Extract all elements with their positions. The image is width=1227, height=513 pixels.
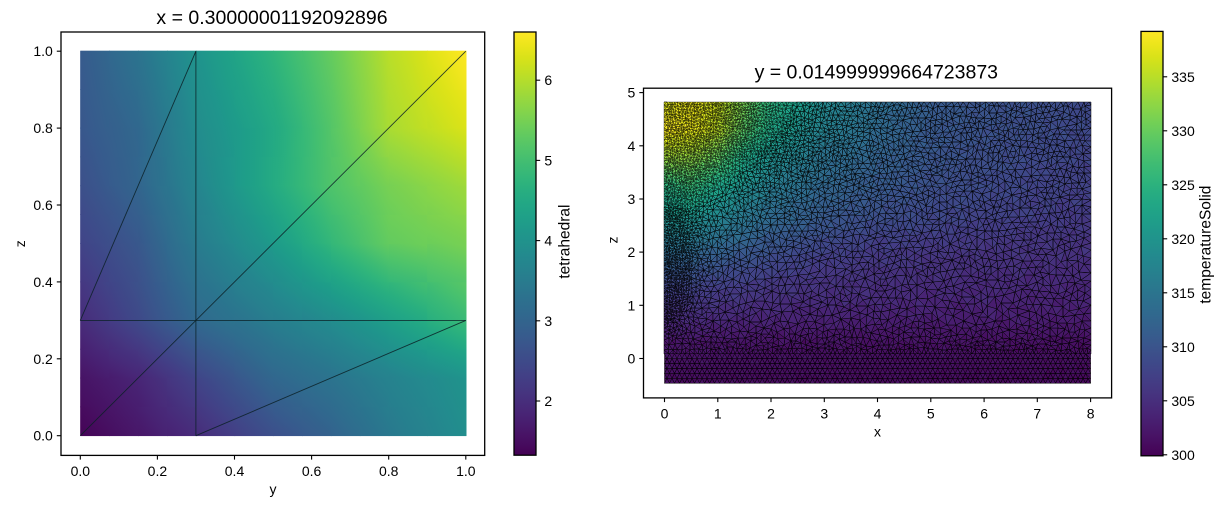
svg-text:x: x <box>874 424 881 440</box>
svg-text:0.2: 0.2 <box>33 351 53 367</box>
svg-text:5: 5 <box>927 406 935 422</box>
svg-text:z: z <box>605 237 621 244</box>
svg-text:4: 4 <box>874 406 882 422</box>
svg-text:0.6: 0.6 <box>33 197 53 213</box>
svg-text:7: 7 <box>1033 406 1041 422</box>
svg-text:0.0: 0.0 <box>71 463 91 479</box>
svg-text:335: 335 <box>1171 69 1195 85</box>
svg-text:3: 3 <box>544 313 552 329</box>
svg-text:8: 8 <box>1087 406 1095 422</box>
svg-text:300: 300 <box>1171 447 1195 463</box>
svg-text:3: 3 <box>820 406 828 422</box>
svg-text:1: 1 <box>714 406 722 422</box>
svg-text:6: 6 <box>980 406 988 422</box>
svg-text:5: 5 <box>628 85 636 101</box>
svg-text:tetrahedral: tetrahedral <box>557 205 574 279</box>
svg-text:1.0: 1.0 <box>456 463 476 479</box>
svg-text:320: 320 <box>1171 231 1195 247</box>
svg-text:0.2: 0.2 <box>148 463 168 479</box>
svg-text:0.0: 0.0 <box>33 428 53 444</box>
svg-text:0.8: 0.8 <box>379 463 399 479</box>
svg-text:2: 2 <box>767 406 775 422</box>
svg-text:x = 0.30000001192092896: x = 0.30000001192092896 <box>156 7 387 29</box>
svg-text:4: 4 <box>628 138 636 154</box>
svg-text:y: y <box>270 481 277 497</box>
svg-text:0.4: 0.4 <box>225 463 245 479</box>
svg-text:1.0: 1.0 <box>33 43 53 59</box>
svg-text:0: 0 <box>628 351 636 367</box>
svg-text:2: 2 <box>544 393 552 409</box>
svg-text:6: 6 <box>544 72 552 88</box>
svg-text:315: 315 <box>1171 285 1195 301</box>
svg-text:310: 310 <box>1171 339 1195 355</box>
svg-text:0.6: 0.6 <box>302 463 322 479</box>
svg-text:2: 2 <box>628 244 636 260</box>
svg-text:325: 325 <box>1171 177 1195 193</box>
svg-text:1: 1 <box>628 297 636 313</box>
svg-text:z: z <box>12 240 28 247</box>
svg-text:5: 5 <box>544 152 552 168</box>
svg-text:3: 3 <box>628 191 636 207</box>
svg-text:305: 305 <box>1171 393 1195 409</box>
svg-text:0: 0 <box>661 406 669 422</box>
svg-text:0.4: 0.4 <box>33 274 53 290</box>
svg-text:330: 330 <box>1171 123 1195 139</box>
svg-text:4: 4 <box>544 233 552 249</box>
svg-text:0.8: 0.8 <box>33 120 53 136</box>
svg-text:temperatureSolid: temperatureSolid <box>1198 186 1215 304</box>
svg-text:y = 0.014999999664723873: y = 0.014999999664723873 <box>755 62 998 84</box>
